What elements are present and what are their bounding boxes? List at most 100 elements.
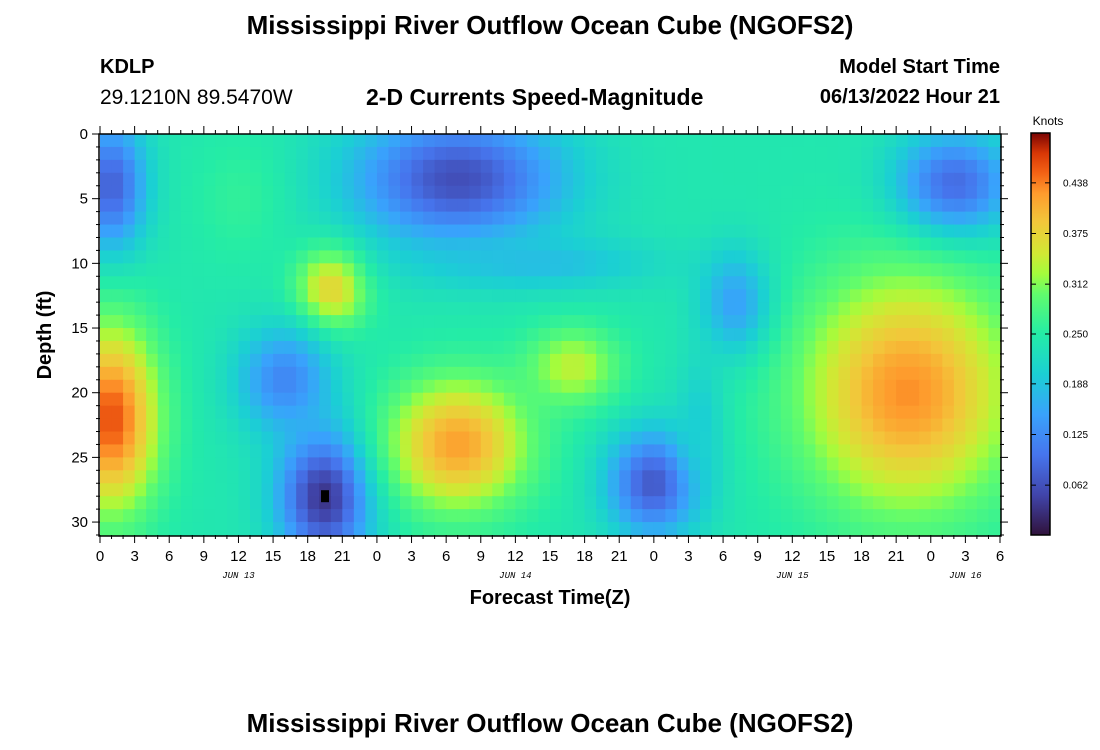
heatmap-cell [838, 237, 851, 252]
heatmap-cell [423, 392, 436, 407]
heatmap-cell [838, 457, 851, 471]
heatmap-cell [596, 315, 609, 329]
heatmap-cell [780, 198, 793, 213]
heatmap-cell [423, 211, 436, 226]
heatmap-cell [538, 289, 551, 303]
heatmap-cell [746, 405, 759, 420]
heatmap-cell [434, 522, 447, 536]
heatmap-cell [100, 276, 113, 290]
heatmap-cell [457, 444, 470, 458]
heatmap-cell [769, 457, 782, 471]
heatmap-cell [538, 470, 551, 484]
heatmap-cell [896, 289, 909, 303]
heatmap-cell [273, 224, 286, 239]
heatmap-cell [976, 418, 990, 433]
heatmap-cell [826, 211, 840, 226]
heatmap-cell [861, 172, 874, 187]
heatmap-cell [803, 483, 816, 497]
heatmap-cell [250, 340, 263, 355]
heatmap-cell [896, 418, 909, 433]
heatmap-cell [700, 496, 713, 510]
heatmap-cell [111, 250, 124, 264]
heatmap-cell [423, 185, 436, 200]
heatmap-cell [642, 366, 655, 381]
heatmap-cell [342, 457, 355, 471]
second-chart-title: Mississippi River Outflow Ocean Cube (NG… [246, 708, 854, 738]
heatmap-cell [884, 418, 897, 433]
heatmap-cell [965, 483, 978, 497]
heatmap-cell [134, 522, 147, 536]
heatmap-cell [146, 302, 159, 316]
heatmap-cell [861, 366, 874, 381]
heatmap-cell [434, 509, 447, 523]
heatmap-cell [169, 509, 182, 523]
y-tick-label: 20 [71, 385, 88, 402]
heatmap-cell [123, 496, 136, 510]
heatmap-cell [884, 392, 897, 407]
heatmap-cell [550, 457, 563, 471]
heatmap-cell [342, 172, 355, 187]
heatmap-cell [700, 185, 713, 200]
heatmap-cell [780, 289, 793, 303]
heatmap-cell [619, 185, 632, 200]
heatmap-cell [607, 250, 620, 264]
heatmap-cell [573, 328, 586, 342]
heatmap-cell [896, 250, 909, 264]
heatmap-cell [561, 457, 574, 471]
heatmap-cell [111, 457, 124, 471]
heatmap-cell [400, 263, 413, 277]
model-start-label: Model Start Time [839, 56, 1000, 78]
heatmap-cell [757, 276, 770, 290]
heatmap-cell [400, 237, 413, 252]
heatmap-cell [653, 353, 666, 368]
heatmap-cell [873, 250, 886, 264]
heatmap-cell [400, 392, 413, 407]
heatmap-cell [942, 470, 955, 484]
heatmap-cell [884, 172, 897, 187]
heatmap-cell [861, 405, 874, 420]
heatmap-cell [388, 418, 401, 433]
heatmap-cell [469, 302, 482, 316]
heatmap-cell [342, 328, 355, 342]
heatmap-cell [688, 353, 701, 368]
heatmap-cell [284, 392, 297, 407]
heatmap-cell [330, 457, 343, 471]
heatmap-cell [469, 224, 482, 239]
heatmap-cell [538, 134, 551, 148]
heatmap-cell [734, 392, 747, 407]
heatmap-cell [457, 509, 470, 523]
heatmap-cell [538, 340, 551, 355]
heatmap-cell [203, 353, 216, 368]
heatmap-cell [769, 418, 782, 433]
heatmap-cell [584, 328, 597, 342]
heatmap-cell [376, 418, 390, 433]
heatmap-cell [169, 444, 182, 458]
heatmap-cell [526, 353, 540, 368]
heatmap-cell [157, 483, 170, 497]
heatmap-cell [100, 172, 113, 187]
heatmap-cell [607, 276, 620, 290]
heatmap-cell [515, 509, 528, 523]
heatmap-cell [965, 379, 978, 394]
heatmap-cell [965, 134, 978, 148]
heatmap-cell [838, 431, 851, 446]
heatmap-cell [376, 172, 390, 187]
heatmap-cell [873, 379, 886, 394]
heatmap-cell [815, 134, 828, 148]
heatmap-cell [561, 470, 574, 484]
heatmap-cell [642, 263, 655, 277]
heatmap-cell [873, 198, 886, 213]
heatmap-cell [376, 496, 390, 510]
heatmap-cell [446, 366, 459, 381]
heatmap-cell [803, 457, 816, 471]
heatmap-cell [446, 172, 459, 187]
heatmap-cell [365, 276, 378, 290]
heatmap-cell [642, 444, 655, 458]
heatmap-cell [700, 315, 713, 329]
heatmap-cell [342, 211, 355, 226]
heatmap-cell [284, 224, 297, 239]
heatmap-cell [769, 289, 782, 303]
heatmap-cell [365, 405, 378, 420]
y-tick-label: 10 [71, 255, 88, 272]
heatmap-cell [180, 522, 193, 536]
